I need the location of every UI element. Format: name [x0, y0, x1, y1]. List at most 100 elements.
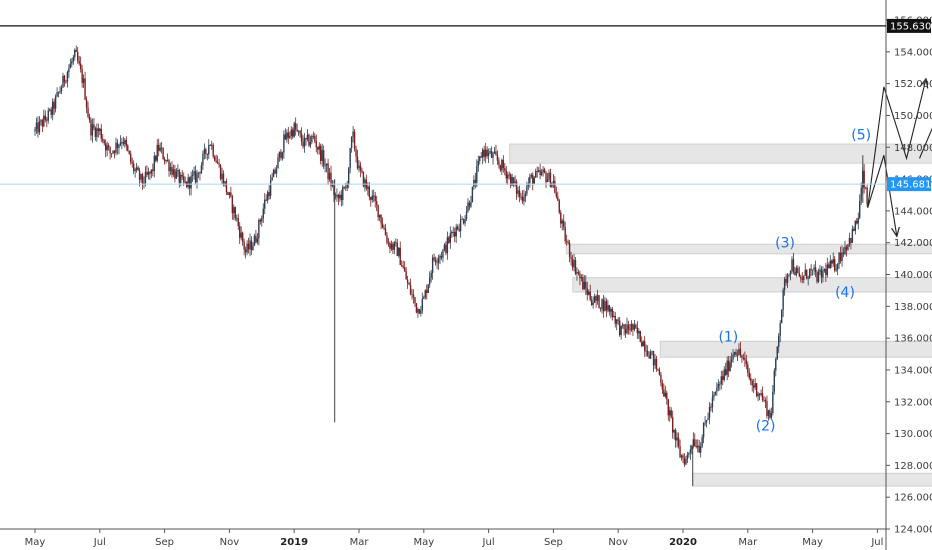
candle-body [110, 153, 113, 154]
last-price-text: 145.681 [890, 180, 931, 191]
candle-body [181, 174, 183, 177]
candle-body [819, 269, 821, 272]
candle-body [642, 341, 644, 347]
candle-body [816, 272, 818, 282]
candle-body [66, 72, 69, 82]
candle-body [797, 267, 799, 273]
candle-body [829, 260, 831, 269]
candle-body [817, 271, 820, 282]
candle-body [414, 297, 416, 304]
candle-body [271, 177, 273, 181]
candle-body [222, 173, 225, 185]
candle-body [608, 305, 611, 312]
candle-body [655, 358, 658, 369]
candle-body [779, 323, 781, 336]
candle-body [501, 159, 503, 171]
candle-body [627, 324, 630, 330]
candle-body [239, 226, 241, 238]
candle-body [430, 272, 432, 278]
candle-body [199, 172, 201, 174]
candle-body [676, 437, 678, 441]
candle-body [557, 196, 559, 201]
candle-body [155, 155, 157, 161]
candle-body [498, 160, 500, 165]
candle-body [141, 173, 144, 184]
candle-body [193, 171, 195, 175]
candle-body [386, 235, 388, 243]
x-tick-label: Mar [350, 537, 370, 548]
candle-body [839, 252, 842, 262]
candle-body [322, 150, 325, 166]
candle-body [788, 274, 790, 276]
candle-body [691, 445, 693, 450]
candle-body [579, 273, 581, 279]
candle-body [247, 243, 250, 250]
candle-body [353, 131, 356, 149]
candle-body [585, 281, 587, 289]
candle-body [745, 359, 748, 365]
candle-body [725, 369, 727, 375]
candle-body [679, 446, 681, 458]
candle-body [570, 257, 572, 260]
candle-body [451, 231, 453, 234]
candle-body [641, 341, 643, 347]
candle-body [118, 144, 120, 148]
candle-body [573, 260, 575, 268]
candle-body [224, 181, 226, 185]
candle-body [708, 406, 711, 419]
candle-body [518, 190, 521, 197]
candle-body [46, 119, 48, 121]
candle-body [658, 369, 661, 375]
candle-body [206, 153, 209, 155]
candle-body [355, 148, 357, 157]
candle-body [203, 149, 206, 154]
candle-body [371, 195, 373, 200]
candle-body [554, 180, 556, 193]
candle-body [735, 351, 737, 356]
candle-body [62, 75, 64, 88]
candle-body [290, 129, 292, 136]
y-tick-label: 130.000 [894, 429, 932, 440]
candle-body [241, 232, 244, 242]
candle-body [59, 91, 61, 93]
candle-body [761, 392, 764, 400]
candle-body [299, 130, 301, 134]
candle-body [253, 235, 256, 246]
candle-body [543, 169, 546, 173]
candle-body [43, 115, 45, 127]
candle-body [539, 170, 541, 175]
candle-body [446, 237, 449, 254]
candle-body [256, 238, 259, 243]
candle-body [763, 399, 765, 401]
candle-body [844, 246, 846, 254]
candle-body [813, 267, 815, 270]
candle-body [582, 277, 584, 290]
candle-body [548, 172, 550, 180]
candle-body [237, 218, 239, 227]
candle-body [266, 192, 269, 201]
candle-body [387, 242, 390, 244]
candle-body [704, 422, 706, 424]
candle-body [424, 290, 426, 298]
candle-body [255, 235, 257, 243]
candle-body [507, 174, 509, 179]
candle-body [467, 202, 469, 212]
candle-body [838, 252, 840, 265]
candle-body [555, 192, 558, 197]
candle-body [683, 458, 686, 465]
candle-body [666, 392, 668, 400]
candle-body [860, 187, 862, 202]
candle-body [392, 243, 394, 250]
candle-body [227, 192, 229, 195]
candle-body [856, 220, 858, 224]
candle-body [624, 328, 627, 334]
candle-body [542, 169, 544, 173]
candle-body [205, 149, 207, 154]
candle-body [330, 172, 332, 187]
candle-body [393, 242, 396, 250]
candle-body [100, 128, 102, 139]
candle-body [159, 147, 161, 151]
y-tick-label: 154.000 [894, 47, 932, 58]
candle-body [375, 201, 378, 205]
